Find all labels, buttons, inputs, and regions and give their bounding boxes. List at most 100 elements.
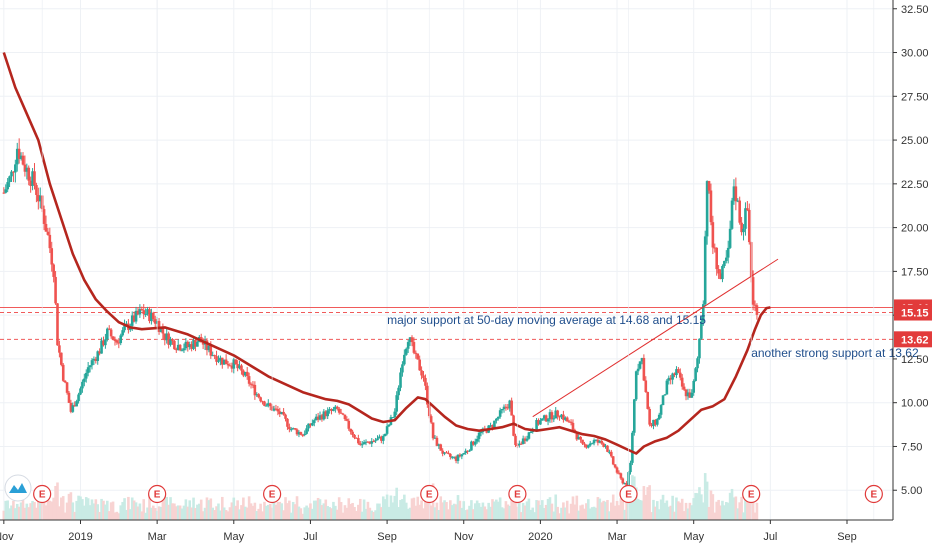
volume-bar [736,508,740,520]
candle-body [180,350,184,352]
volume-bar [588,508,592,520]
earnings-marker [864,484,883,504]
candle-body [75,401,78,407]
volume-bar [222,507,226,520]
candle-body [661,395,665,406]
volume-bar [550,503,554,520]
volume-bar [420,500,423,520]
volume-bar [717,499,720,520]
volume-bar [466,509,469,520]
candle-body [35,185,38,195]
candle-body [734,186,738,202]
volume-bar [519,512,523,520]
volume-bar [414,505,418,520]
volume-bar [701,502,705,520]
volume-bar [481,502,485,520]
volume-bar [201,511,205,520]
time-axis[interactable]: Nov 2019 Mar May Jul Sep Nov 2020 Mar May Jul Sep [0,520,857,543]
volume-bar [52,497,55,520]
candle-body [88,365,92,368]
candle-body [121,330,124,336]
candle-body [255,394,259,396]
candle-body [470,441,473,451]
candle-body [416,353,420,360]
volume-bar [654,506,657,520]
candle-body [560,414,563,418]
volume-bar [456,495,460,520]
candle-body [518,443,521,446]
candle-body [146,309,149,315]
volume-bar [343,505,347,520]
candle-body [391,417,395,419]
volume-bar [355,510,358,520]
candle-body [475,438,479,442]
volume-bar [587,499,590,520]
price-tag [894,331,932,348]
volume-bar [347,498,351,520]
volume-bar [495,499,498,520]
volume-bar [121,501,124,520]
volume-bar [79,496,82,520]
volume-bar [723,505,726,520]
candle-body [364,441,368,443]
volume-bar [27,507,31,520]
candle-body [297,432,301,435]
candle-body [305,428,308,434]
candle-body [276,409,280,412]
candle-body [562,414,565,420]
candle-body [360,444,364,446]
tradingview-logo-icon[interactable] [4,474,32,502]
volume-bar [247,496,251,520]
candle-body [506,407,510,409]
time-tick-label: Jul [763,531,777,543]
candle-body [106,328,109,340]
candle-body [397,387,400,396]
candle-body [724,257,728,261]
candle-body [332,409,335,411]
volume-bar [196,504,199,520]
volume-bar [738,502,741,520]
candle-body [521,438,525,445]
volume-bar [374,510,377,520]
volume-bar [203,507,207,520]
candle-body [696,358,699,369]
volume-bar [75,500,78,520]
volume-bar [33,502,36,520]
volume-bar [518,499,521,520]
candle-body [316,416,320,420]
candle-body [19,155,23,159]
volume-bar [109,502,113,520]
candle-body [318,415,322,420]
volume-bar [368,507,372,520]
volume-bar [640,500,644,520]
volume-bar [257,508,261,520]
volume-bar [63,512,67,520]
candle-body [709,190,713,223]
volume-bar [539,504,542,520]
volume-bar [4,500,8,520]
candle-body [477,432,481,439]
candle-body [117,342,121,344]
volume-bar [673,511,676,520]
volume-bar [571,496,575,520]
volume-bar [450,505,454,520]
volume-bar [186,506,190,520]
volume-bar [401,499,404,520]
candle-body [21,155,25,165]
candle-body [433,437,437,439]
price-tick-label: 30.00 [901,48,929,60]
candle-body [161,327,165,334]
volume-bar [48,500,52,520]
price-axis[interactable]: 32.5030.0027.5025.0022.5020.0017.5015.00… [893,4,929,497]
candle-body [458,454,462,457]
volume-bar [711,494,715,520]
volume-bar [144,512,147,520]
candle-body [175,349,178,351]
volume-bar [240,505,243,520]
volume-bar [408,507,412,520]
volume-bar [14,508,17,520]
volume-bar [205,497,209,520]
price-tick-label: 22.50 [901,179,929,191]
candle-body [330,409,333,411]
